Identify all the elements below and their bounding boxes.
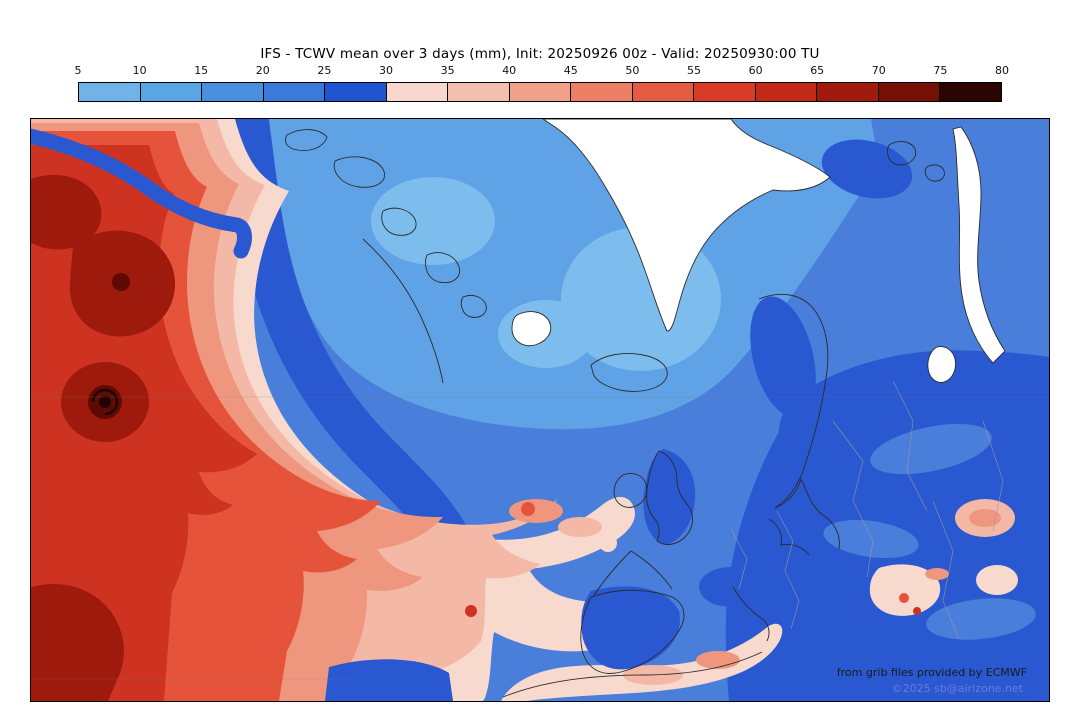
colorbar-segment xyxy=(631,83,694,101)
colorbar-tick: 15 xyxy=(194,64,209,77)
colorbar: 5 10 15 20 25 30 35 40 45 50 55 60 65 70 75 80 xyxy=(74,64,1010,102)
colorbar-tick: 60 xyxy=(748,64,763,77)
ice-areas xyxy=(511,119,1006,383)
colorbar-segment xyxy=(508,83,571,101)
colorbar-tick-labels: 5 10 15 20 25 30 35 40 45 50 55 60 65 70 75 80 xyxy=(74,64,1010,80)
low-tcwv-field xyxy=(31,119,1049,701)
colorbar-tick: 55 xyxy=(686,64,701,77)
storm-vortex xyxy=(88,385,122,419)
coastlines xyxy=(285,129,945,698)
colorbar-segment xyxy=(939,83,1001,101)
colorbar-tick: 45 xyxy=(563,64,578,77)
colorbar-tick: 65 xyxy=(810,64,825,77)
colorbar-tick: 5 xyxy=(74,64,82,77)
tcwv-field-map xyxy=(31,119,1049,701)
colorbar-segment xyxy=(877,83,940,101)
colorbar-tick: 80 xyxy=(995,64,1009,77)
colorbar-segment xyxy=(201,83,263,101)
figure-title: IFS - TCWV mean over 3 days (mm), Init: … xyxy=(260,46,820,62)
greenland-ice-shape xyxy=(542,119,831,332)
country-borders xyxy=(730,380,1004,640)
colorbar-tick: 35 xyxy=(440,64,455,77)
colorbar-tick: 50 xyxy=(625,64,640,77)
high-tcwv-plume xyxy=(31,119,783,701)
southeast-warm-patches xyxy=(869,499,1018,616)
colorbar-tick: 75 xyxy=(933,64,948,77)
colorbar-tick: 20 xyxy=(255,64,270,77)
colorbar-segment xyxy=(79,83,140,101)
colorbar-segment xyxy=(693,83,755,101)
colorbar-segment xyxy=(754,83,817,101)
colorbar-tick: 25 xyxy=(317,64,332,77)
colorbar-segment xyxy=(570,83,632,101)
novaya-zemlya-ice-shape xyxy=(952,126,1006,364)
colorbar-segment xyxy=(139,83,202,101)
map-frame: from grib files provided by ECMWF ©2025 … xyxy=(30,118,1050,702)
colorbar-segment xyxy=(385,83,448,101)
graticule-lines xyxy=(31,396,1049,680)
colorbar-tick: 10 xyxy=(132,64,147,77)
deep-blue-intrusions xyxy=(31,128,680,701)
colorbar-segment xyxy=(816,83,878,101)
attribution-copyright: ©2025 sb@airizone.net xyxy=(891,682,1023,695)
colorbar-tick: 70 xyxy=(871,64,886,77)
colorbar-gradient xyxy=(78,82,1002,102)
colorbar-segment xyxy=(262,83,325,101)
colorbar-tick: 40 xyxy=(502,64,517,77)
colorbar-segment xyxy=(324,83,386,101)
colorbar-tick: 30 xyxy=(378,64,393,77)
colorbar-segment xyxy=(447,83,509,101)
attribution-ecmwf: from grib files provided by ECMWF xyxy=(836,666,1027,679)
